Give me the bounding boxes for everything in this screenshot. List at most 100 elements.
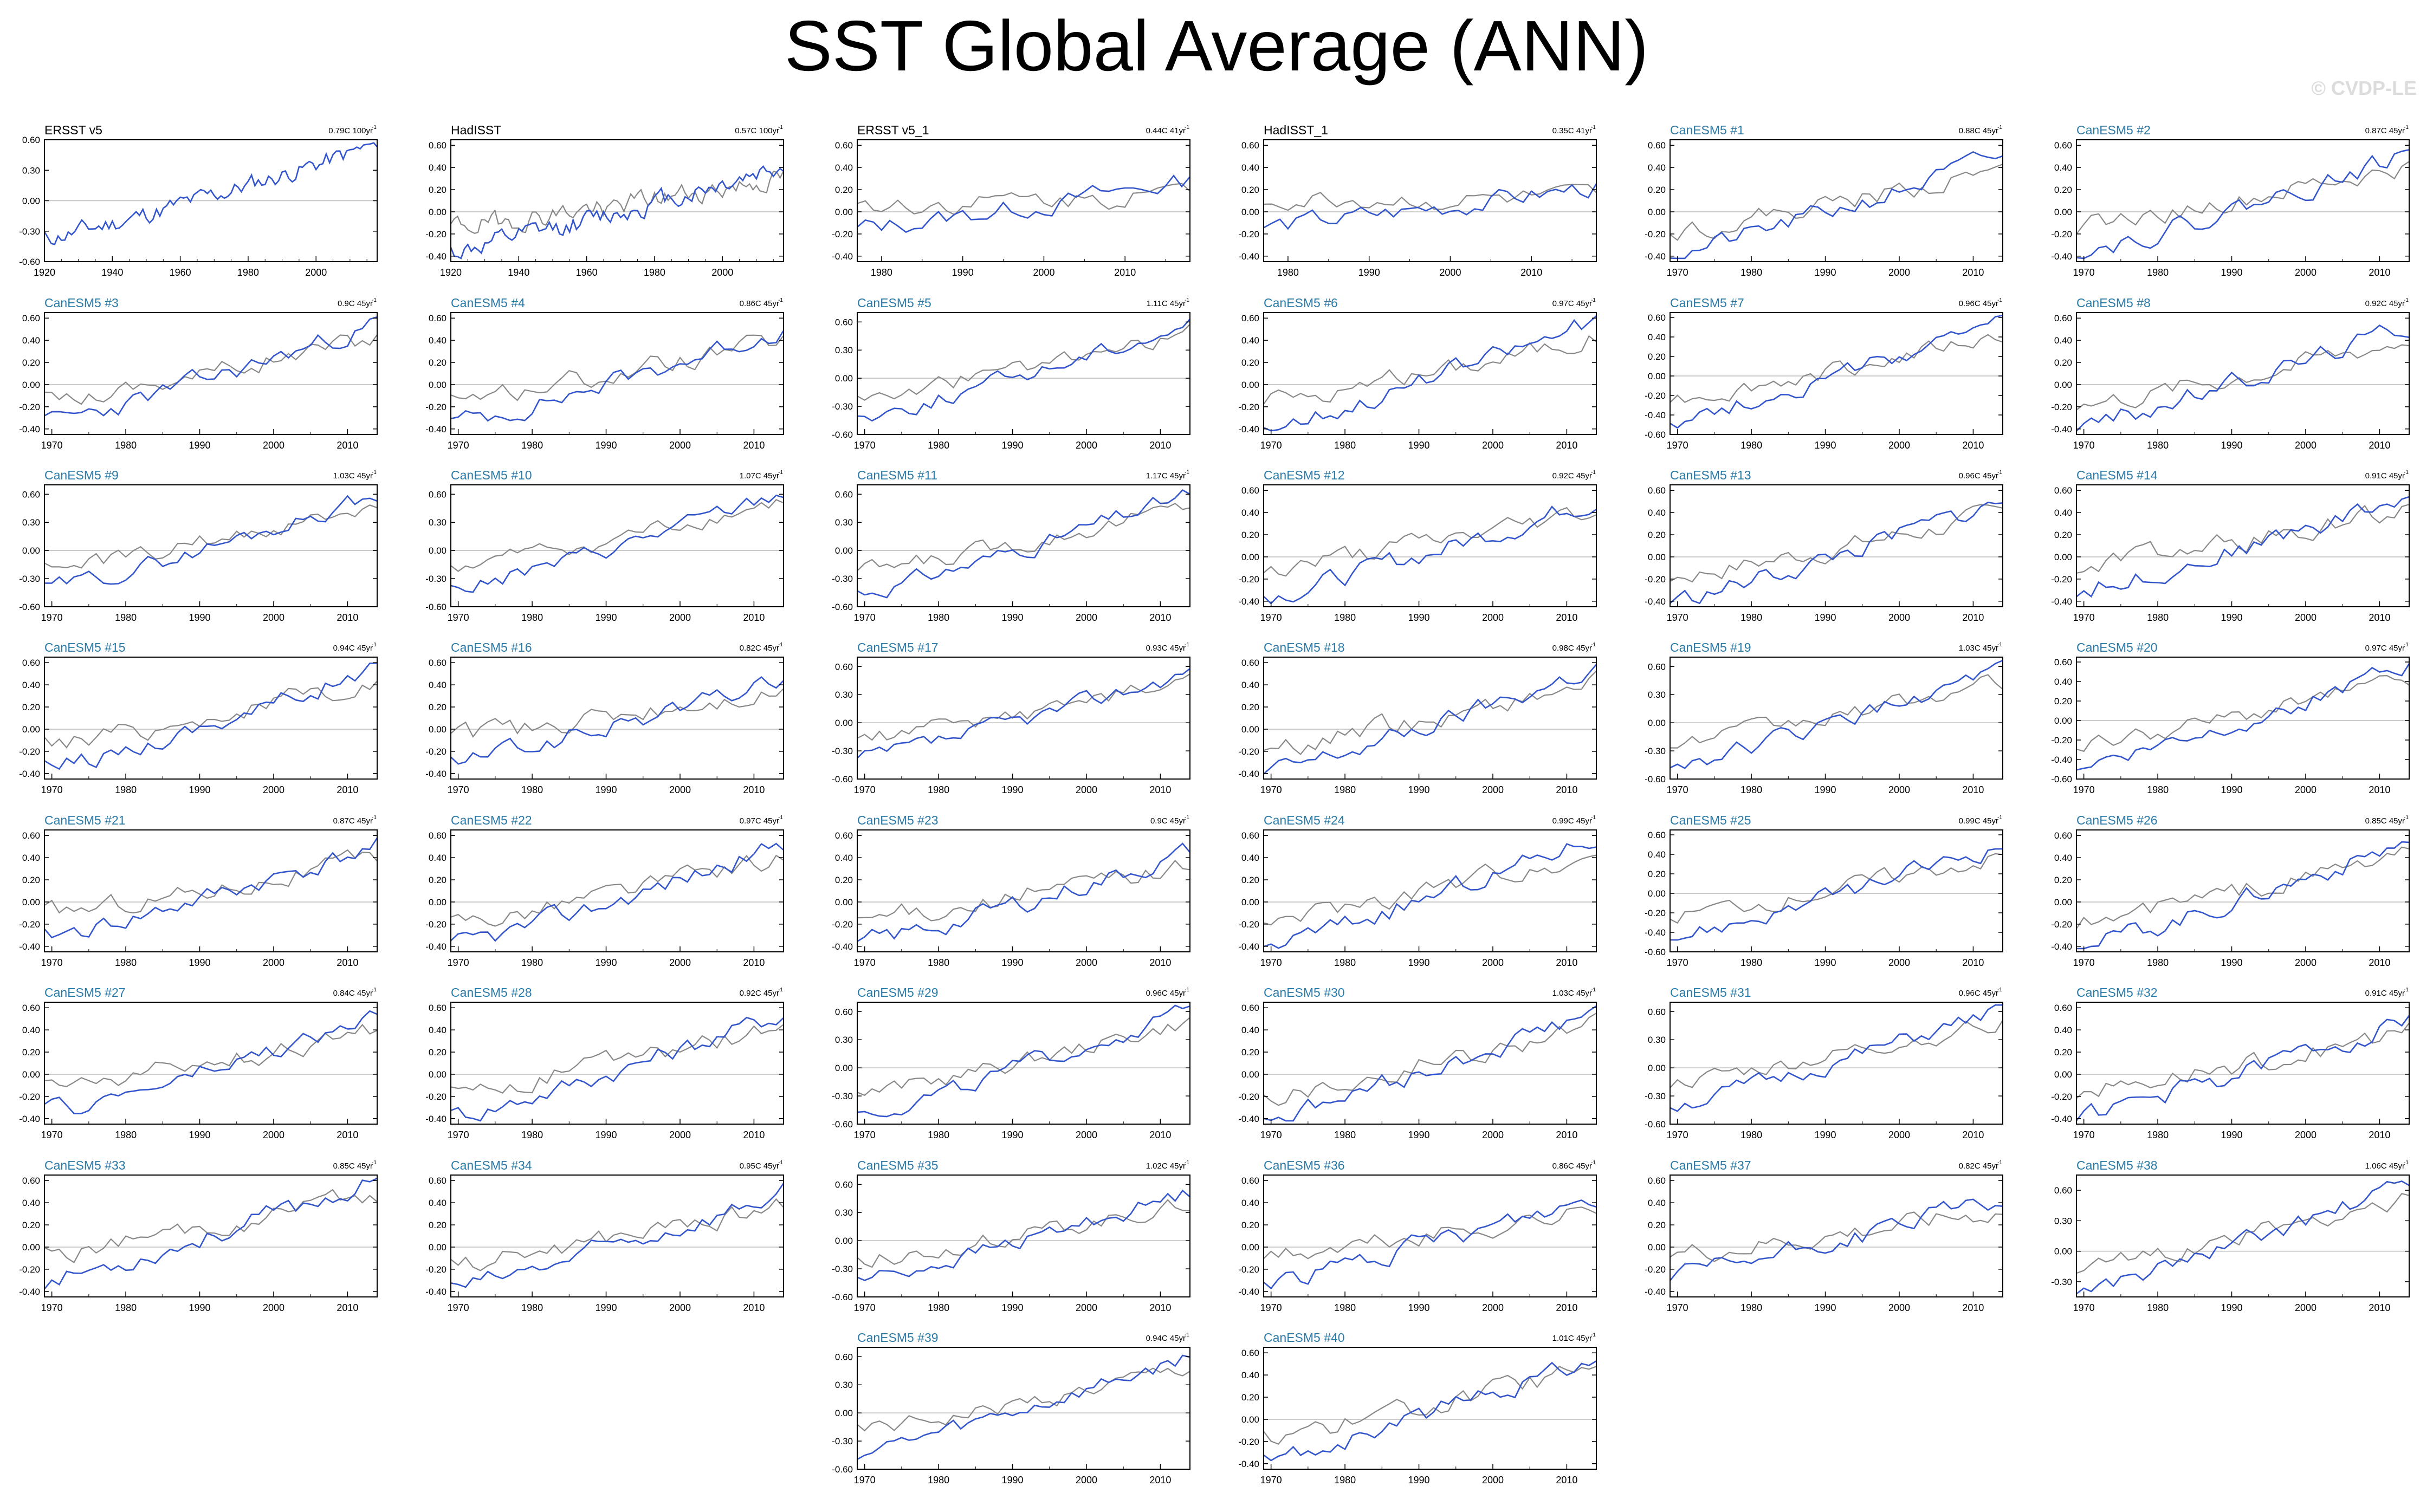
y-tick-label: 0.40 [2054, 335, 2072, 346]
panel-title: CanESM5 #29 [857, 985, 939, 1000]
y-tick-label: -0.40 [832, 942, 853, 952]
primary-series-line [1670, 315, 2003, 429]
y-tick-label: 0.60 [835, 661, 853, 672]
panel-34: CanESM5 #30 1.03C 45yr-1 0.60 0.40 0.20 0.00 -… [1238, 985, 1597, 1140]
y-tick-label: 0.00 [2054, 897, 2072, 907]
plot-frame [857, 1347, 1190, 1470]
y-tick-label: 0.20 [1241, 1047, 1259, 1057]
x-tick-label: 1990 [1002, 957, 1024, 968]
x-tick-label: 2010 [1962, 440, 1984, 451]
y-tick-label: 0.40 [1648, 163, 1666, 173]
panel-title: CanESM5 #37 [1670, 1158, 1751, 1172]
x-tick-label: 1990 [1358, 267, 1380, 278]
reference-series-line [1670, 674, 2003, 749]
x-tick-label: 1970 [854, 784, 876, 795]
y-tick-label: -0.40 [19, 1287, 40, 1297]
y-tick-label: 0.30 [835, 517, 853, 528]
trend-exponent: -1 [778, 470, 783, 476]
trend-exponent: -1 [1591, 987, 1596, 993]
x-tick-label: 1970 [2073, 612, 2095, 623]
y-tick-label: 0.00 [1241, 1242, 1259, 1253]
x-tick-label: 2000 [1888, 440, 1910, 451]
trend-label: 1.06C 45yr [2365, 1161, 2405, 1171]
y-tick-label: 0.20 [2054, 358, 2072, 368]
trend-label: 1.11C 45yr [1147, 299, 1186, 308]
primary-series-line [43, 142, 378, 245]
x-tick-label: 2000 [1888, 957, 1910, 968]
y-tick-label: 0.60 [2054, 485, 2072, 496]
x-tick-label: 1990 [1408, 957, 1430, 968]
x-tick-label: 2010 [743, 612, 765, 623]
primary-series-line [43, 1177, 378, 1290]
x-tick-label: 2000 [1482, 784, 1504, 795]
y-tick-label: 0.20 [835, 875, 853, 885]
panel-5: CanESM5 #1 0.88C 45yr-1 0.60 0.40 0.20 0.00 -0… [1645, 123, 2003, 278]
x-tick-label: 2000 [711, 267, 733, 278]
x-tick-label: 1980 [1740, 267, 1762, 278]
y-tick-label: 0.40 [1241, 508, 1259, 518]
trend-label: 0.97C 45yr [740, 816, 779, 826]
y-tick-label: -0.20 [1238, 1264, 1259, 1275]
reference-series-line [1670, 504, 2003, 583]
y-tick-label: 0.00 [22, 1242, 40, 1253]
y-tick-label: 0.30 [835, 1035, 853, 1045]
panel-title: HadISST [451, 123, 501, 137]
panel-37: CanESM5 #33 0.85C 45yr-1 0.60 0.40 0.20 0.00 -… [19, 1158, 378, 1313]
y-tick-label: -0.60 [2051, 774, 2072, 784]
x-tick-label: 1980 [928, 1130, 949, 1140]
x-tick-label: 2010 [1556, 784, 1577, 795]
x-tick-label: 1980 [871, 267, 892, 278]
x-tick-label: 1970 [1260, 612, 1282, 623]
y-tick-label: -0.60 [1645, 947, 1666, 957]
trend-exponent: -1 [372, 642, 377, 648]
y-tick-label: 0.00 [1648, 718, 1666, 728]
x-tick-label: 2010 [337, 612, 358, 623]
trend-exponent: -1 [1591, 470, 1596, 476]
trend-exponent: -1 [1591, 642, 1596, 648]
y-tick-label: 0.40 [1648, 1198, 1666, 1208]
y-tick-label: -0.20 [2051, 735, 2072, 745]
reference-series-line [1670, 853, 2003, 924]
x-tick-label: 1970 [2073, 1130, 2095, 1140]
panel-title: CanESM5 #8 [2076, 296, 2151, 310]
primary-series-line [450, 165, 784, 259]
trend-label: 1.17C 45yr [1146, 471, 1186, 481]
x-tick-label: 2010 [2369, 1302, 2390, 1313]
y-tick-label: -0.40 [2051, 942, 2072, 952]
y-tick-label: -0.60 [425, 602, 447, 612]
trend-exponent: -1 [2404, 470, 2409, 476]
trend-exponent: -1 [1997, 1160, 2002, 1166]
primary-series-line [1669, 1198, 2003, 1281]
trend-label: 0.96C 45yr [1959, 471, 1998, 481]
y-tick-label: 0.00 [22, 196, 40, 206]
x-tick-label: 1970 [1260, 957, 1282, 968]
x-tick-label: 2010 [1962, 784, 1984, 795]
y-tick-label: -0.40 [1238, 769, 1259, 779]
x-tick-label: 1980 [2147, 957, 2169, 968]
page-title: SST Global Average (ANN) [784, 6, 1649, 86]
x-tick-label: 1970 [41, 612, 63, 623]
y-tick-label: 0.00 [2054, 1247, 2072, 1257]
panel-title: CanESM5 #2 [2076, 123, 2151, 137]
y-tick-label: 0.00 [1241, 1069, 1259, 1080]
x-tick-label: 1990 [1002, 440, 1024, 451]
y-tick-label: 0.20 [429, 358, 447, 368]
trend-label: 0.94C 45yr [333, 644, 373, 653]
x-tick-label: 2010 [743, 784, 765, 795]
y-tick-label: 0.40 [22, 680, 40, 690]
y-tick-label: 0.20 [1241, 185, 1259, 195]
y-tick-label: 0.00 [1241, 207, 1259, 217]
y-tick-label: 0.60 [1648, 1176, 1666, 1186]
y-tick-label: 0.00 [429, 897, 447, 907]
y-tick-label: -0.40 [425, 769, 447, 779]
panel-title: CanESM5 #9 [44, 468, 119, 482]
y-tick-label: 0.60 [1648, 140, 1666, 151]
trend-exponent: -1 [1185, 987, 1189, 993]
panel-21: CanESM5 #17 0.93C 45yr-1 0.60 0.30 0.00 -0.30… [832, 640, 1190, 795]
x-tick-label: 1970 [448, 612, 469, 623]
reference-series-line [2076, 1192, 2410, 1274]
x-tick-label: 2000 [1076, 1130, 1097, 1140]
y-tick-label: 0.60 [429, 140, 447, 151]
plot-frame [450, 139, 784, 262]
panel-28: CanESM5 #24 0.99C 45yr-1 0.60 0.40 0.20 0.00 -… [1238, 813, 1597, 968]
